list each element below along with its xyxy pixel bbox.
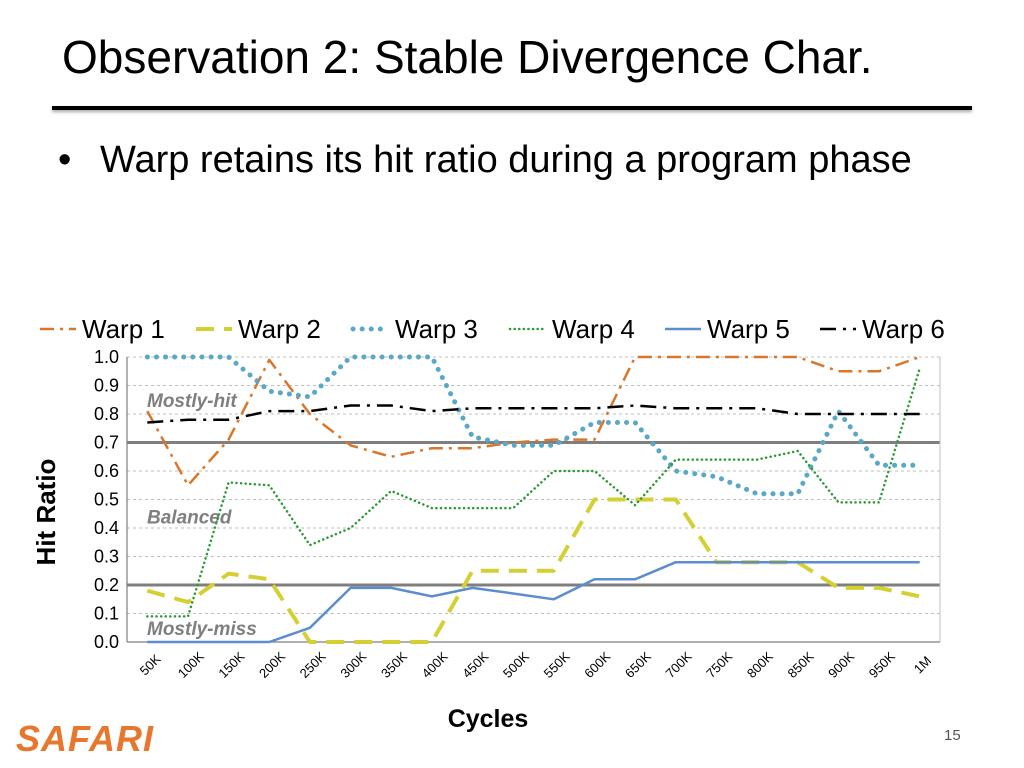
- chart-legend: Warp 1 Warp 2 Warp 3 Warp 4 Warp 5 Warp 6: [40, 314, 945, 344]
- region-label: Mostly-hit: [147, 391, 237, 412]
- x-tick-label: 750K: [703, 649, 735, 681]
- legend-label-warp-1: Warp 1: [82, 314, 165, 344]
- y-axis-label: Hit Ratio: [31, 459, 61, 566]
- x-tick-label: 300K: [337, 649, 369, 681]
- chart-gridlines: [127, 356, 940, 643]
- x-tick-label: 900K: [825, 649, 857, 681]
- x-axis-label: Cycles: [448, 705, 529, 733]
- page-number: 15: [944, 727, 961, 744]
- legend-label-warp-6: Warp 6: [862, 314, 945, 344]
- legend-label-warp-4: Warp 4: [552, 314, 635, 344]
- y-tick-label: 0.0: [94, 632, 119, 652]
- y-tick-label: 0.9: [94, 376, 119, 396]
- x-tick-label: 450K: [459, 649, 491, 681]
- series-line-warp-5: [147, 560, 920, 644]
- y-tick-label: 0.3: [94, 547, 119, 567]
- chart-thresholds: [127, 441, 940, 587]
- series-line-warp-4: [146, 367, 921, 618]
- y-tick-label: 0.4: [94, 518, 119, 538]
- series-line-warp-6: [147, 404, 920, 424]
- slide-title: Observation 2: Stable Divergence Char.: [62, 31, 873, 83]
- x-tick-label: 800K: [744, 649, 776, 681]
- safari-logo: SAFARI: [16, 718, 155, 759]
- y-tick-label: 0.2: [94, 575, 119, 595]
- y-tick-label: 1.0: [94, 347, 119, 367]
- series-line-warp-2: [146, 497, 921, 644]
- x-tick-label: 250K: [297, 649, 329, 681]
- legend-label-warp-5: Warp 5: [707, 314, 790, 344]
- y-tick-label: 0.1: [94, 604, 119, 624]
- x-tick-label: 100K: [175, 649, 207, 681]
- x-tick-label: 500K: [500, 649, 532, 681]
- x-tick-label: 150K: [215, 649, 247, 681]
- bullet-point: • Warp retains its hit ratio during a pr…: [58, 134, 938, 186]
- x-tick-label: 50K: [137, 651, 164, 678]
- y-tick-labels: 0.0 0.1 0.2 0.3 0.4 0.5 0.6 0.7 0.8 0.9 1.0: [94, 347, 119, 652]
- x-tick-label: 350K: [378, 649, 410, 681]
- y-tick-label: 0.6: [94, 461, 119, 481]
- chart-series: [144, 354, 923, 644]
- x-tick-label: 600K: [581, 649, 613, 681]
- x-tick-label: 700K: [663, 649, 695, 681]
- x-tick-label: 1M: [911, 653, 934, 676]
- x-tick-label: 950K: [866, 649, 898, 681]
- bullet-text: Warp retains its hit ratio during a prog…: [100, 139, 912, 181]
- bullet-marker: •: [58, 139, 72, 181]
- series-line-warp-3: [144, 354, 923, 497]
- legend-label-warp-2: Warp 2: [238, 314, 321, 344]
- region-label: Balanced: [147, 508, 232, 529]
- title-rule: [52, 106, 972, 110]
- y-tick-label: 0.8: [94, 404, 119, 424]
- x-tick-label: 650K: [622, 649, 654, 681]
- y-tick-label: 0.5: [94, 490, 119, 510]
- legend-label-warp-3: Warp 3: [395, 314, 478, 344]
- y-tick-label: 0.7: [94, 433, 119, 453]
- x-tick-label: 850K: [785, 649, 817, 681]
- region-label: Mostly-miss: [147, 619, 257, 640]
- x-tick-label: 200K: [256, 649, 288, 681]
- series-line-warp-1: [146, 355, 921, 487]
- x-tick-label: 550K: [541, 649, 573, 681]
- region-labels: Mostly-hit Balanced Mostly-miss: [147, 391, 257, 640]
- x-tick-label: 400K: [419, 649, 451, 681]
- x-tick-labels: 50K 100K 150K 200K 250K 300K 350K 400K 450K 500K 5…: [137, 649, 935, 681]
